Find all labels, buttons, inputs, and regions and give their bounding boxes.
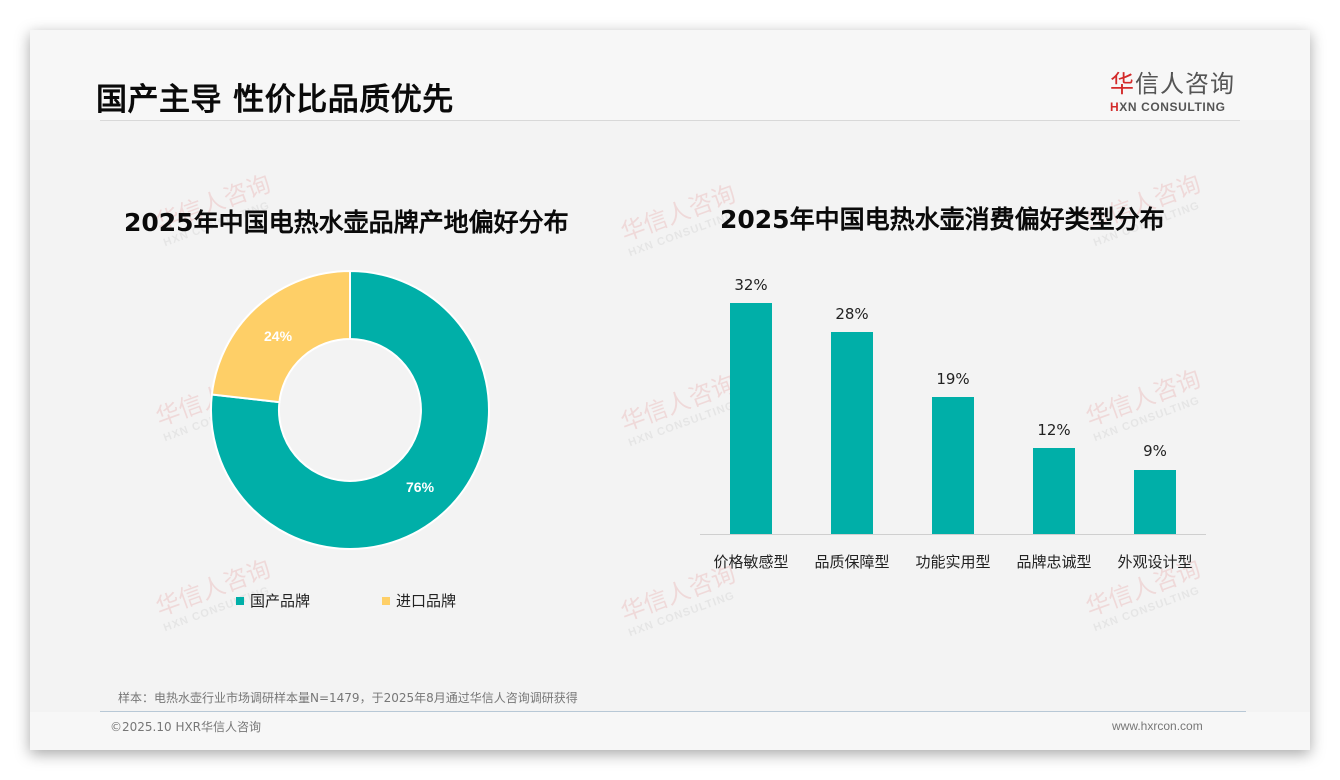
bar-price-sensitive [730,303,772,534]
legend-swatch-yellow [382,596,390,605]
footer-divider [100,711,1246,712]
donut-label-domestic: 76% [406,479,435,495]
x-axis-line [700,534,1206,535]
bar-value: 32% [734,276,768,294]
bar-value: 19% [936,370,970,388]
bar-quality-assurance [831,332,873,534]
legend-swatch-teal [236,596,244,605]
legend-item-imported: 进口品牌 [382,590,456,611]
bar-functional [932,397,974,534]
donut-slice-domestic [210,269,490,550]
donut-label-imported: 24% [264,328,293,344]
donut-chart-title: 2025年中国电热水壶品牌产地偏好分布 [124,208,569,237]
donut-svg [210,269,490,550]
bar-value: 9% [1143,442,1167,460]
donut-chart: 24% 76% [210,269,490,550]
sample-note: 样本：电热水壶行业市场调研样本量N=1479，于2025年8月通过华信人咨询调研… [118,691,578,705]
legend-item-domestic: 国产品牌 [236,590,310,611]
bar-value: 12% [1037,421,1071,439]
bar-brand-loyal [1033,448,1075,534]
website-link[interactable]: www.hxrcon.com [1112,719,1203,733]
bar-value: 28% [835,305,869,323]
category-label: 价格敏感型 [713,553,789,571]
logo-english: HXN CONSULTING [1110,100,1226,114]
category-label: 品质保障型 [814,553,890,571]
footer-band [30,712,1310,750]
title-divider [100,120,1240,121]
bar-chart-title: 2025年中国电热水壶消费偏好类型分布 [720,205,1165,234]
category-label: 外观设计型 [1117,553,1193,571]
logo-chinese: 华信人咨询 [1110,70,1235,98]
donut-slice-imported [210,269,351,404]
page-title: 国产主导 性价比品质优先 [96,82,454,118]
category-label: 功能实用型 [915,553,991,571]
copyright: ©2025.10 HXR华信人咨询 [110,720,262,734]
header-band [30,30,1310,120]
bar-appearance [1134,470,1176,534]
category-label: 品牌忠诚型 [1016,553,1092,571]
company-logo: 华信人咨询 HXN CONSULTING [1110,64,1250,114]
slide: 国产主导 性价比品质优先 华信人咨询 HXN CONSULTING 华信人咨询 H… [30,30,1310,750]
